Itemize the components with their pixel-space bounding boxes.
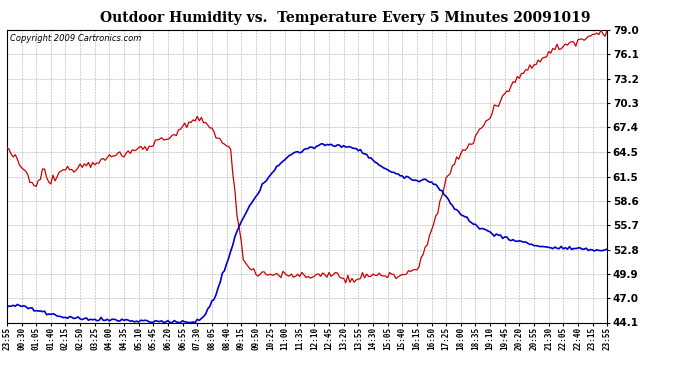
Text: Outdoor Humidity vs.  Temperature Every 5 Minutes 20091019: Outdoor Humidity vs. Temperature Every 5… <box>100 11 590 25</box>
Text: Copyright 2009 Cartronics.com: Copyright 2009 Cartronics.com <box>10 34 141 44</box>
